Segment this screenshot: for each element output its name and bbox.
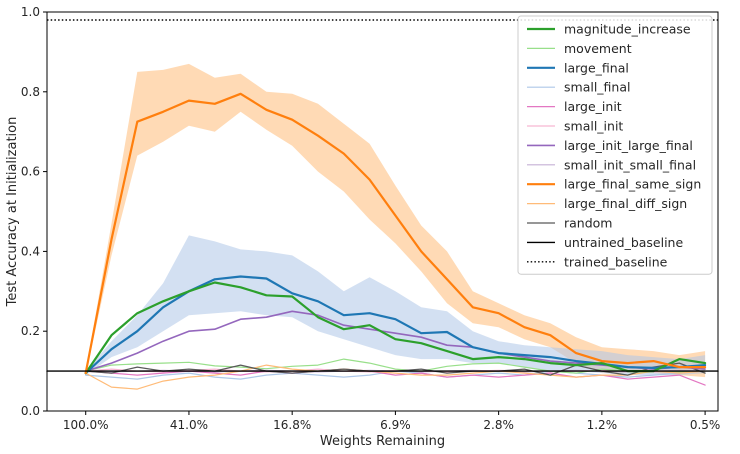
x-tick-label: 1.2% — [587, 418, 618, 432]
legend-label: movement — [564, 41, 632, 56]
legend-label: large_init_large_final — [564, 138, 693, 153]
legend-label: small_final — [564, 80, 630, 95]
series-movement — [85, 358, 706, 374]
legend-label: large_final_same_sign — [564, 177, 701, 192]
legend-label: magnitude_increase — [564, 22, 691, 37]
band-large-final-same-sign — [85, 63, 706, 378]
y-tick-label: 0.0 — [21, 404, 40, 418]
legend-box — [517, 15, 713, 275]
y-tick-label: 1.0 — [21, 5, 40, 19]
legend-label: random — [564, 216, 612, 231]
y-tick-label: 0.2 — [21, 324, 40, 338]
y-axis-ticks: 0.0 0.2 0.4 0.6 0.8 1.0 — [21, 5, 47, 418]
x-tick-label: 41.0% — [170, 418, 208, 432]
plot-frame — [46, 11, 719, 412]
x-tick-label: 2.8% — [483, 418, 514, 432]
legend-label: trained_baseline — [564, 254, 668, 269]
legend-label: untrained_baseline — [564, 235, 683, 250]
legend-label: small_init_small_final — [564, 157, 696, 172]
x-axis-ticks: 100.0% 41.0% 16.8% 6.9% 2.8% 1.2% 0.5% — [63, 411, 721, 432]
y-tick-label: 0.8 — [21, 85, 40, 99]
legend: magnitude_increase movement large_finalsma… — [517, 15, 713, 275]
y-tick-label: 0.6 — [21, 165, 40, 179]
confidence-bands — [85, 63, 706, 378]
legend-label: small_init — [564, 119, 623, 134]
series-large-final-same-sign — [84, 92, 707, 375]
legend-label: large_init — [564, 99, 622, 114]
y-axis-label: Test Accuracy at Initialization — [5, 117, 20, 308]
y-tick-label: 0.4 — [21, 244, 40, 258]
series-small-init — [85, 368, 706, 373]
band-large-final — [85, 235, 706, 376]
x-tick-label: 6.9% — [380, 418, 411, 432]
series-large-final-diff-sign — [85, 364, 706, 390]
legend-label: large_final_diff_sign — [564, 196, 687, 211]
x-tick-label: 16.8% — [273, 418, 311, 432]
x-tick-label: 0.5% — [690, 418, 721, 432]
x-axis-label: Weights Remaining — [320, 434, 445, 449]
x-tick-label: 100.0% — [63, 418, 109, 432]
series-magnitude-increase — [84, 281, 707, 375]
series-large-init-large-final — [84, 310, 706, 372]
legend-label: large_final — [564, 60, 629, 75]
